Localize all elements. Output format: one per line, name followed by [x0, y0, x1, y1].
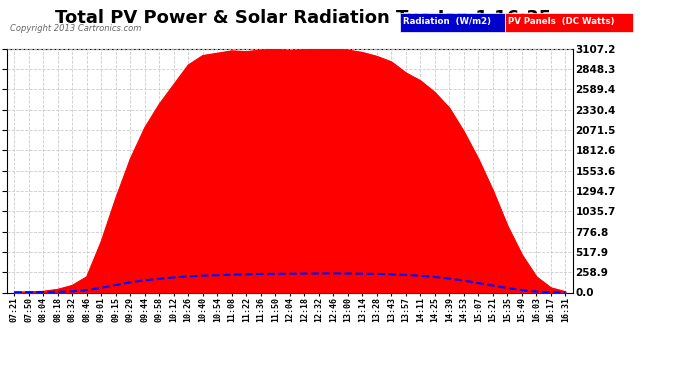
Text: Copyright 2013 Cartronics.com: Copyright 2013 Cartronics.com — [10, 24, 141, 33]
Text: Radiation  (W/m2): Radiation (W/m2) — [403, 17, 491, 26]
Text: Total PV Power & Solar Radiation Tue Jan 1 16:35: Total PV Power & Solar Radiation Tue Jan… — [55, 9, 552, 27]
Text: PV Panels  (DC Watts): PV Panels (DC Watts) — [508, 17, 614, 26]
